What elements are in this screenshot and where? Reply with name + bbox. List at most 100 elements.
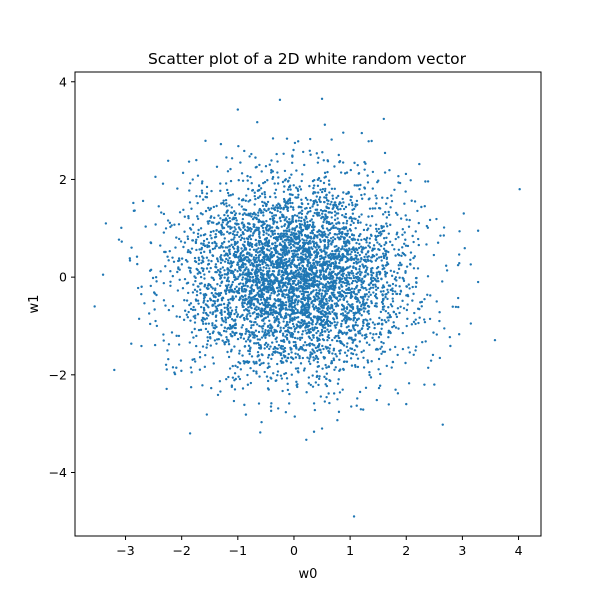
scatter-point (335, 317, 339, 320)
scatter-point (261, 243, 264, 246)
scatter-point (347, 203, 351, 206)
scatter-point (281, 180, 285, 184)
scatter-point (358, 301, 362, 304)
scatter-point (189, 319, 192, 322)
scatter-point (198, 248, 201, 251)
scatter-point (318, 348, 321, 351)
scatter-point (295, 294, 298, 298)
scatter-point (317, 284, 320, 287)
scatter-point (345, 171, 349, 174)
scatter-point (417, 321, 420, 325)
scatter-point (199, 328, 203, 332)
scatter-point (344, 314, 347, 317)
scatter-point (219, 267, 222, 271)
scatter-point (352, 274, 355, 277)
scatter-point (295, 316, 298, 319)
scatter-point (258, 163, 261, 167)
scatter-point (258, 375, 261, 378)
scatter-point (309, 312, 312, 315)
scatter-point (290, 173, 293, 176)
scatter-point (401, 276, 404, 280)
scatter-point (286, 388, 290, 392)
scatter-point (337, 153, 340, 157)
scatter-point (189, 267, 192, 270)
scatter-point (323, 375, 326, 379)
scatter-point (394, 254, 397, 257)
scatter-point (374, 296, 378, 299)
scatter-point (249, 314, 252, 318)
scatter-point (404, 238, 407, 241)
scatter-point (210, 276, 213, 279)
scatter-point (323, 200, 326, 204)
scatter-point (351, 203, 354, 207)
scatter-point (271, 333, 274, 336)
scatter-point (456, 263, 460, 267)
scatter-point (211, 304, 214, 307)
scatter-point (283, 296, 287, 299)
scatter-point (341, 197, 344, 201)
scatter-point (248, 330, 251, 334)
scatter-point (253, 294, 257, 298)
scatter-point (273, 182, 276, 185)
scatter-point (380, 255, 383, 259)
scatter-point (371, 286, 375, 289)
scatter-point (210, 285, 213, 289)
scatter-point (345, 284, 348, 287)
scatter-point (347, 280, 350, 284)
scatter-point (352, 291, 356, 294)
scatter-point (264, 336, 267, 340)
scatter-point (368, 246, 372, 249)
scatter-point (234, 212, 238, 215)
scatter-point (325, 321, 328, 325)
scatter-point (262, 214, 265, 217)
scatter-point (341, 227, 344, 230)
scatter-point (280, 306, 283, 310)
scatter-point (252, 264, 256, 267)
scatter-point (399, 290, 403, 293)
scatter-point (293, 415, 296, 418)
scatter-point (329, 324, 332, 327)
scatter-point (260, 248, 263, 252)
scatter-point (363, 275, 367, 278)
scatter-point (358, 187, 361, 191)
scatter-point (263, 278, 266, 282)
scatter-point (305, 391, 308, 394)
scatter-point (370, 260, 373, 263)
scatter-point (339, 349, 342, 352)
scatter-point (246, 338, 250, 341)
scatter-point (233, 243, 237, 246)
scatter-point (388, 169, 391, 172)
scatter-point (401, 347, 405, 351)
scatter-point (229, 313, 233, 316)
scatter-point (191, 178, 194, 181)
scatter-point (387, 232, 390, 235)
scatter-point (319, 188, 322, 192)
scatter-point (316, 345, 320, 348)
scatter-point (404, 214, 407, 217)
scatter-point (332, 224, 335, 227)
scatter-point (312, 240, 316, 244)
scatter-point (205, 346, 208, 349)
scatter-point (239, 296, 242, 299)
scatter-point (392, 310, 396, 314)
scatter-point (237, 179, 240, 182)
scatter-point (311, 320, 315, 324)
scatter-point (311, 326, 314, 329)
scatter-point (213, 247, 217, 250)
scatter-point (342, 191, 345, 194)
scatter-point (304, 290, 307, 294)
scatter-point (215, 222, 219, 226)
scatter-point (260, 420, 263, 424)
scatter-point (371, 207, 374, 210)
scatter-point (341, 161, 345, 164)
scatter-point (270, 292, 273, 295)
scatter-point (332, 357, 335, 360)
scatter-point (364, 246, 367, 249)
scatter-point (375, 257, 379, 260)
scatter-point (292, 148, 295, 152)
scatter-point (330, 221, 334, 225)
scatter-point (336, 334, 340, 337)
scatter-point (330, 187, 334, 190)
scatter-point (299, 258, 303, 262)
scatter-point (250, 286, 253, 289)
